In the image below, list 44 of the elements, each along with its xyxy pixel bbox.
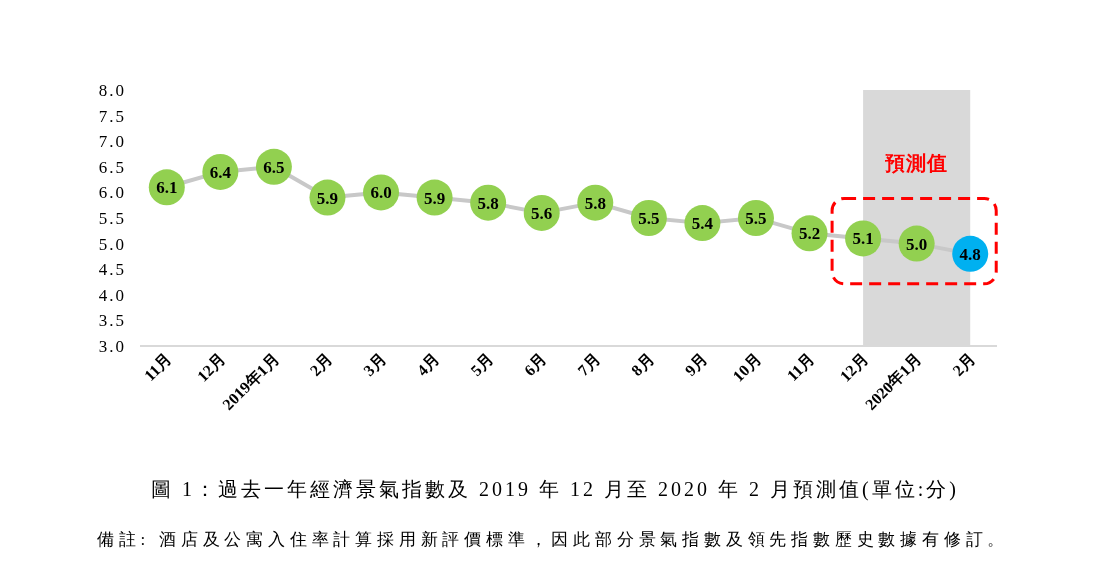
y-tick-label: 7.5 [98,106,126,126]
data-label: 5.8 [477,193,499,213]
y-tick-label: 4.0 [98,285,126,305]
x-tick-label: 11月 [783,350,818,385]
text: 備註: 酒店及公寓入住率計算採用新評價標準，因此部分景氣指數及領先指數歷史數據有修訂。 [96,530,1010,549]
y-tick-label: 6.0 [98,183,126,203]
y-tick-label: 3.0 [98,337,126,356]
data-label: 5.9 [423,188,446,208]
x-tick-label: 12月 [193,350,229,385]
data-label: 5.8 [584,193,606,213]
data-label: 4.8 [959,244,981,264]
y-tick-label: 6.5 [98,157,126,177]
data-label: 5.4 [691,214,714,234]
data-label: 5.5 [638,209,660,228]
data-label: 5.5 [745,209,767,228]
y-tick-label: 5.5 [98,209,126,228]
data-label: 6.5 [263,157,285,177]
x-tick-label: 12月 [836,350,872,385]
y-tick-label: 5.0 [98,234,126,254]
data-label: 6.4 [209,162,232,182]
data-label: 5.1 [852,229,874,249]
data-label: 5.9 [316,188,339,208]
annotation: 預測值 [884,152,949,174]
x-tick-label: 11月 [140,350,175,385]
data-label: 5.0 [906,234,928,254]
x-tick-label: 2月 [306,350,336,380]
x-tick-label: 6月 [520,350,550,380]
x-tick-label: 7月 [574,350,604,380]
data-label: 6.1 [156,178,178,198]
text: 圖 1：過去一年經濟景氣指數及 2019 年 12 月至 2020 年 2 月預測值(單位:分) [151,478,959,501]
x-tick-label: 4月 [413,350,443,380]
x-tick-label: 2月 [949,350,979,380]
data-label: 6.0 [370,183,392,203]
data-label: 5.2 [798,224,821,244]
x-tick-label: 8月 [627,350,657,380]
y-tick-label: 7.0 [98,132,126,152]
y-tick-label: 8.0 [98,81,126,100]
x-tick-label: 5月 [467,350,497,380]
y-tick-label: 4.5 [98,260,126,280]
data-label: 5.6 [531,203,553,223]
x-tick-label: 10月 [729,350,765,385]
x-tick-label: 9月 [681,350,711,380]
x-tick-label: 3月 [360,350,390,380]
y-tick-label: 3.5 [98,311,126,331]
